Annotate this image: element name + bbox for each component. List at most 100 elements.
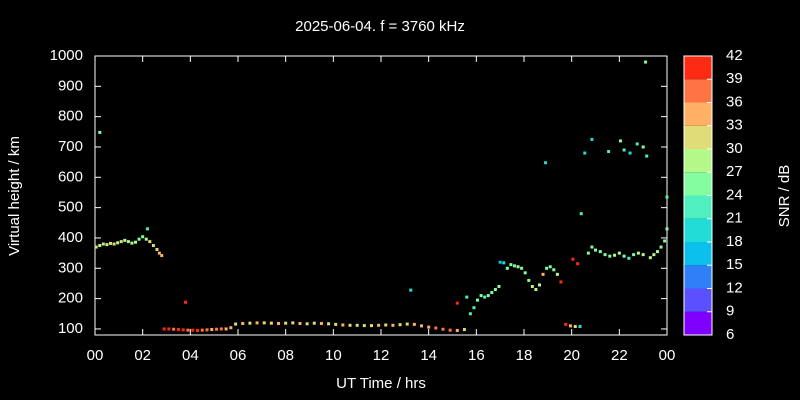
data-point xyxy=(497,284,501,288)
data-point xyxy=(312,321,316,325)
x-tick-label: 04 xyxy=(182,347,199,364)
data-point xyxy=(472,306,476,310)
data-point xyxy=(583,151,587,155)
colorbar-label: SNR / dB xyxy=(776,165,793,228)
data-point xyxy=(598,250,602,254)
data-point xyxy=(641,145,645,149)
data-point xyxy=(427,325,431,329)
data-point xyxy=(184,300,188,304)
data-point xyxy=(571,257,575,261)
colorbar-band xyxy=(684,242,712,266)
colorbar-tick-label: 9 xyxy=(726,303,734,320)
data-point xyxy=(160,254,164,258)
data-point xyxy=(663,239,667,243)
data-point xyxy=(622,148,626,152)
data-point xyxy=(568,324,572,328)
data-point xyxy=(262,321,266,325)
data-point xyxy=(215,327,219,331)
data-point xyxy=(516,265,520,269)
data-point xyxy=(305,322,309,326)
colorbar-tick-label: 21 xyxy=(726,210,743,227)
data-point xyxy=(186,328,190,332)
data-point xyxy=(277,321,281,325)
data-point xyxy=(130,241,134,245)
colorbar-tick-label: 24 xyxy=(726,186,743,203)
data-point xyxy=(622,254,626,258)
data-point xyxy=(155,247,159,251)
data-point xyxy=(483,295,487,299)
y-tick-label: 600 xyxy=(58,168,83,185)
data-point xyxy=(116,241,120,245)
y-tick-label: 100 xyxy=(58,320,83,337)
colorbar-band xyxy=(684,311,712,335)
data-point xyxy=(409,288,413,292)
data-point xyxy=(632,253,636,257)
data-point xyxy=(644,60,648,64)
data-point xyxy=(248,321,252,325)
data-point xyxy=(144,237,148,241)
data-point xyxy=(468,312,472,316)
colorbar-band xyxy=(684,125,712,149)
data-point xyxy=(319,321,323,325)
data-point xyxy=(505,266,509,270)
data-point xyxy=(498,260,502,264)
data-point xyxy=(520,266,524,270)
data-point xyxy=(137,237,141,241)
colorbar-band xyxy=(684,56,712,80)
data-point xyxy=(527,278,531,282)
data-point xyxy=(512,264,516,268)
data-point xyxy=(145,227,149,231)
data-point xyxy=(486,294,490,298)
colorbar-tick-label: 39 xyxy=(726,70,743,87)
data-point xyxy=(509,263,513,267)
y-tick-label: 300 xyxy=(58,259,83,276)
colorbar-band xyxy=(684,195,712,219)
data-point xyxy=(564,322,568,326)
data-point xyxy=(636,251,640,255)
data-point xyxy=(420,324,424,328)
data-point xyxy=(369,324,373,328)
colorbar-tick-label: 30 xyxy=(726,140,743,157)
data-point xyxy=(586,251,590,255)
data-point xyxy=(219,327,223,331)
y-tick-label: 200 xyxy=(58,290,83,307)
data-point xyxy=(548,265,552,269)
data-point xyxy=(412,322,416,326)
data-point xyxy=(590,137,594,141)
data-point xyxy=(181,328,185,332)
y-tick-label: 900 xyxy=(58,77,83,94)
data-point xyxy=(405,322,409,326)
colorbar-tick-label: 27 xyxy=(726,163,743,180)
data-point xyxy=(490,291,494,295)
data-point xyxy=(108,241,112,245)
data-point xyxy=(148,240,152,244)
x-tick-label: 20 xyxy=(563,347,580,364)
data-point xyxy=(341,323,345,327)
data-point xyxy=(269,321,273,325)
data-point xyxy=(617,251,621,255)
data-point xyxy=(555,272,559,276)
data-point xyxy=(112,242,116,246)
data-point xyxy=(151,244,155,248)
data-point xyxy=(448,328,452,332)
chart-title: 2025-06-04. f = 3760 kHz xyxy=(295,18,465,35)
y-axis-label: Virtual height / km xyxy=(6,136,23,256)
data-point xyxy=(523,271,527,275)
x-tick-label: 18 xyxy=(516,347,533,364)
data-point xyxy=(455,328,459,332)
data-point xyxy=(94,245,98,249)
data-point xyxy=(241,321,245,325)
data-point xyxy=(229,326,233,330)
colorbar-tick-label: 36 xyxy=(726,93,743,110)
y-tick-label: 700 xyxy=(58,138,83,155)
colorbar-tick-label: 6 xyxy=(726,326,734,343)
data-point xyxy=(608,254,612,258)
x-tick-label: 00 xyxy=(87,347,104,364)
data-point xyxy=(541,272,545,276)
data-point xyxy=(126,240,130,244)
colorbar-band xyxy=(684,102,712,126)
data-point xyxy=(355,323,359,327)
data-point xyxy=(502,261,506,265)
